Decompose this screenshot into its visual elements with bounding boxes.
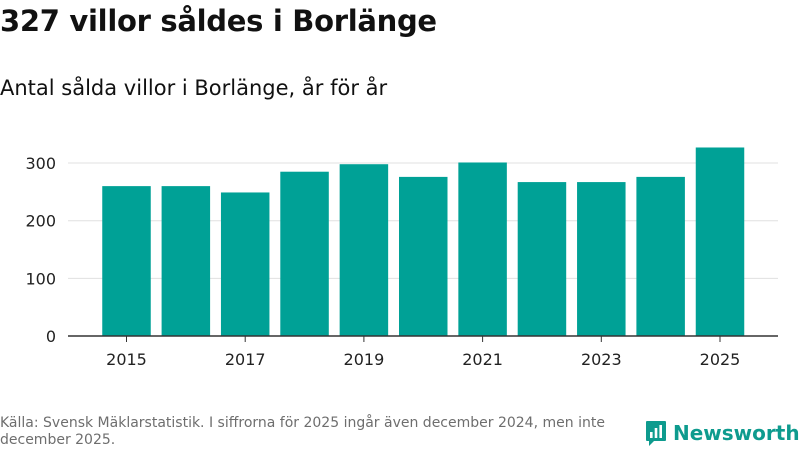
- x-tick-label-2015: 2015: [106, 350, 147, 369]
- bar-2019: [339, 164, 389, 336]
- bar-chart: 0 100 200 300 2015 2017 2019 2021 2023 2025: [25, 147, 778, 369]
- bar-2015: [102, 186, 151, 336]
- x-tick-label-2025: 2025: [700, 350, 741, 369]
- y-tick-label-200: 200: [25, 212, 56, 231]
- x-tick-label-2021: 2021: [462, 350, 503, 369]
- y-tick-label-100: 100: [25, 269, 56, 288]
- bar-2018: [280, 171, 329, 336]
- y-tick-label-0: 0: [46, 327, 56, 346]
- bar-2022: [517, 182, 567, 336]
- bar-2024: [636, 176, 685, 336]
- axes: 0 100 200 300 2015 2017 2019 2021 2023 2025: [25, 154, 778, 369]
- x-tick-label-2017: 2017: [225, 350, 266, 369]
- bar-2021: [458, 162, 507, 336]
- bar-2025: [695, 147, 745, 336]
- newsworthy-logo-icon: [646, 421, 666, 446]
- chart-subtitle: Antal sålda villor i Borlänge, år för år: [0, 76, 388, 100]
- bars: [102, 147, 745, 336]
- bar-2023: [577, 182, 626, 336]
- bar-2016: [161, 186, 211, 336]
- chart-title: 327 villor såldes i Borlänge: [0, 4, 437, 38]
- brand-logo-block: Newsworthy: [645, 419, 800, 447]
- bar-2017: [220, 192, 270, 336]
- y-tick-label-300: 300: [25, 154, 56, 173]
- bar-2020: [399, 176, 448, 336]
- x-tick-label-2023: 2023: [581, 350, 622, 369]
- brand-name: Newsworthy: [673, 421, 800, 445]
- source-note: Källa: Svensk Mäklarstatistik. I siffror…: [0, 415, 605, 448]
- x-tick-label-2019: 2019: [344, 350, 385, 369]
